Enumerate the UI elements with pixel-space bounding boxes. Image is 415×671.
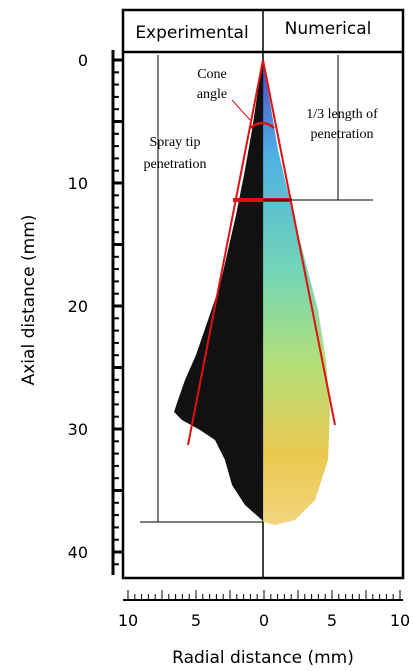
y-tick-label: 30 xyxy=(68,420,88,439)
x-tick-label: 10 xyxy=(118,611,138,630)
y-tick-label: 0 xyxy=(78,51,88,70)
cone-arc xyxy=(249,121,275,130)
annotation: penetration xyxy=(311,127,374,142)
header-right: Numerical xyxy=(285,19,372,39)
y-tick-label: 40 xyxy=(68,543,88,562)
annotation: Cone xyxy=(197,67,227,82)
annotation: Spray tip xyxy=(150,135,201,150)
x-tick-label: 5 xyxy=(191,611,201,630)
x-tick-label: 5 xyxy=(327,611,337,630)
y-tick-label: 10 xyxy=(68,174,88,193)
annotation: 1/3 length of xyxy=(306,107,378,122)
cone-line-right xyxy=(262,59,336,426)
y-axis-label: Axial distance (mm) xyxy=(19,215,39,386)
y-tick-label: 20 xyxy=(68,297,88,316)
annotation: angle xyxy=(197,87,227,102)
cone-line-left xyxy=(187,59,264,446)
cone-pointer xyxy=(231,99,251,121)
numerical-spray xyxy=(263,60,330,525)
x-axis-label: Radial distance (mm) xyxy=(172,648,354,668)
header-left: Experimental xyxy=(135,23,248,43)
x-tick-label: 0 xyxy=(259,611,269,630)
annotation: penetration xyxy=(144,157,207,172)
ticks: 0 10 20 30 40 10 5 0 5 10 xyxy=(68,51,411,630)
x-tick-label: 10 xyxy=(390,611,410,630)
